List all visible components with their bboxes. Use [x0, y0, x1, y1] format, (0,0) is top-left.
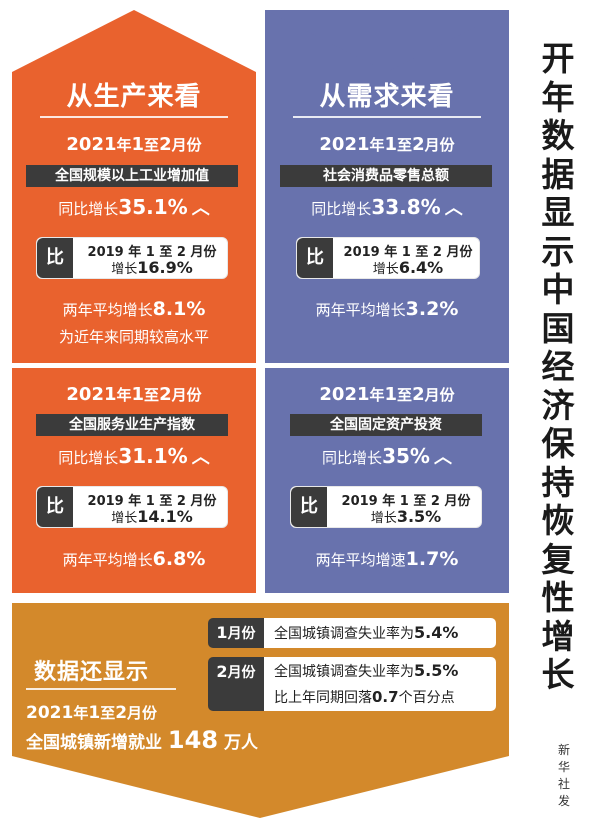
compare-label: 比: [297, 238, 333, 278]
compare-growth: 增长6.4%: [372, 258, 444, 277]
compare-growth: 增长16.9%: [111, 258, 193, 277]
feb-unemployment-box: 全国城镇调查失业率为5.5% 比上年同期回落0.7个百分点: [264, 657, 496, 711]
left-bottom-compare-box: 比 2019 年 1 至 2 月份 增长14.1%: [36, 486, 228, 528]
vertical-title: 开年数据显示中国经济保持恢复性增长: [541, 39, 575, 694]
right-bottom-growth: 同比增长35% ︿: [322, 444, 452, 468]
compare-period: 2019 年 1 至 2 月份: [87, 494, 217, 509]
feb-month-tag: 2月份: [208, 657, 264, 711]
compare-label: 比: [291, 487, 327, 527]
compare-label: 比: [37, 487, 73, 527]
left-bottom-indicator: 全国服务业生产指数: [36, 414, 228, 436]
right-bottom-period: 2021年1至2月份: [319, 384, 455, 405]
up-chevron-icon: ︿: [444, 198, 463, 219]
compare-growth: 增长14.1%: [111, 507, 193, 526]
left-heading: 从生产来看: [66, 82, 202, 112]
left-top-average: 两年平均增长8.1%: [62, 298, 206, 320]
left-top-compare-box: 比 2019 年 1 至 2 月份 增长16.9%: [36, 237, 228, 279]
blue-bottom-panel: [265, 368, 509, 593]
orange-bottom-panel: [12, 368, 256, 593]
jan-month-tag: 1月份: [208, 618, 264, 648]
bottom-heading-underline: [26, 688, 176, 690]
left-top-indicator: 全国规模以上工业增加值: [26, 165, 238, 187]
bottom-heading: 数据还显示: [34, 660, 150, 685]
right-top-indicator: 社会消费品零售总额: [280, 165, 492, 187]
right-bottom-average: 两年平均增速1.7%: [315, 548, 459, 570]
left-bottom-growth: 同比增长31.1% ︿: [58, 444, 210, 468]
left-heading-underline: [40, 116, 228, 118]
right-top-average: 两年平均增长3.2%: [315, 298, 459, 320]
left-top-period: 2021年1至2月份: [66, 134, 202, 155]
up-chevron-icon: ︿: [191, 198, 210, 219]
right-bottom-compare-box: 比 2019 年 1 至 2 月份 增长3.5%: [290, 486, 482, 528]
compare-period: 2019 年 1 至 2 月份: [87, 245, 217, 260]
left-bottom-period: 2021年1至2月份: [66, 384, 202, 405]
bottom-jobs: 全国城镇新增就业 148 万人: [26, 726, 258, 754]
compare-label: 比: [37, 238, 73, 278]
up-chevron-icon: ︿: [433, 447, 452, 468]
up-chevron-icon: ︿: [191, 447, 210, 468]
bottom-period: 2021年1至2月份: [26, 703, 158, 723]
jan-unemployment-box: 全国城镇调查失业率为5.4%: [264, 618, 496, 648]
source-credit: 新华社发: [557, 743, 570, 808]
right-top-period: 2021年1至2月份: [319, 134, 455, 155]
left-bottom-average: 两年平均增长6.8%: [62, 548, 206, 570]
right-heading-underline: [293, 116, 481, 118]
right-bottom-indicator: 全国固定资产投资: [290, 414, 482, 436]
compare-period: 2019 年 1 至 2 月份: [341, 494, 471, 509]
right-heading: 从需求来看: [319, 82, 455, 112]
compare-period: 2019 年 1 至 2 月份: [343, 245, 473, 260]
right-top-compare-box: 比 2019 年 1 至 2 月份 增长6.4%: [296, 237, 480, 279]
left-top-note: 为近年来同期较高水平: [58, 328, 209, 346]
right-top-growth: 同比增长33.8% ︿: [311, 195, 463, 219]
left-top-growth: 同比增长35.1% ︿: [58, 195, 210, 219]
compare-growth: 增长3.5%: [370, 507, 442, 526]
